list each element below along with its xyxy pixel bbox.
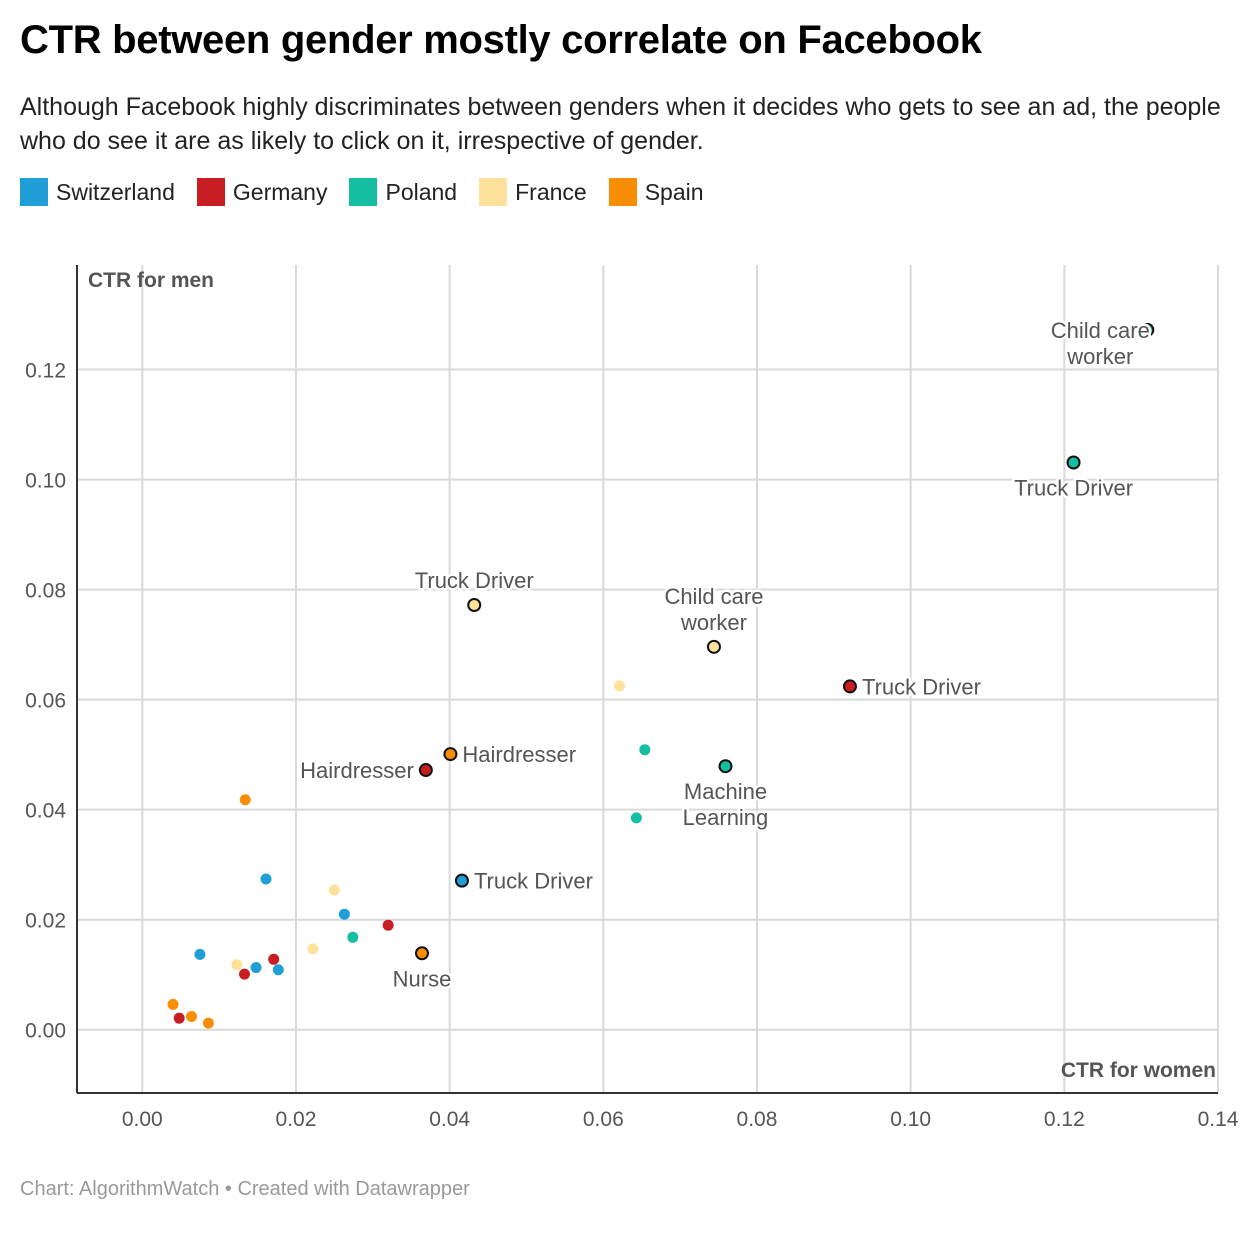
legend: Switzerland Germany Poland France Spain [20,178,726,206]
data-point-spain [202,1017,214,1029]
data-point-spain [414,946,429,961]
data-point-switzerland [454,873,469,888]
data-point-poland [347,931,359,943]
legend-swatch [196,178,225,206]
data-point-switzerland [260,873,272,885]
data-point-switzerland [272,964,284,976]
data-point-spain [443,747,458,762]
point-label-hairdresser: Hairdresser [300,758,414,783]
legend-item-switzerland: Switzerland [20,178,175,206]
data-point-poland [1140,322,1155,337]
scatter-chart: 0.00 0.02 0.04 0.06 0.08 0.10 0.12 0.14 0.00 0.02… [25,265,1239,1131]
data-point-spain [239,794,251,806]
x-tick-label: 0.14 [1198,1108,1239,1131]
data-point-germany [842,679,857,694]
data-point-germany [173,1012,185,1024]
data-point-germany [382,919,394,931]
data-point-france [613,680,625,692]
data-point-poland [718,759,733,774]
point-label-truck-driver: Truck Driver [862,674,981,699]
data-point-switzerland [338,908,350,920]
legend-swatch [608,178,637,206]
data-point-france [231,959,243,971]
legend-label: France [515,178,587,205]
point-label-hairdresser: Hairdresser [462,742,576,767]
data-point-france [328,884,340,896]
legend-swatch [349,178,378,206]
chart-subtitle: Although Facebook highly discriminates b… [20,93,1221,155]
point-label-truck-driver: Truck Driver [415,568,534,593]
y-tick-label: 0.08 [25,580,66,603]
data-point-france [706,639,721,654]
data-point-switzerland [250,962,262,974]
y-tick-label: 0.10 [25,470,66,493]
x-tick-label: 0.10 [890,1108,931,1131]
point-label-child-care-worker: Child care worker [664,584,763,635]
chart-title: CTR between gender mostly correlate on F… [20,18,982,62]
legend-swatch [479,178,508,206]
y-axis-title: CTR for men [88,269,214,292]
x-tick-label: 0.04 [429,1108,470,1131]
legend-item-germany: Germany [196,178,328,206]
chart-footer: Chart: AlgorithmWatch • Created with Dat… [20,1178,470,1200]
x-tick-label: 0.06 [583,1108,624,1131]
x-tick-label: 0.00 [122,1108,163,1131]
point-label-truck-driver: Truck Driver [1014,476,1133,501]
data-point-germany [268,953,280,965]
x-tick-label: 0.12 [1044,1108,1085,1131]
data-point-germany [239,968,251,980]
data-point-switzerland [194,948,206,960]
point-label-child-care-worker: Child care worker [1051,318,1150,369]
data-point-france [307,943,319,955]
y-tick-label: 0.06 [25,690,66,713]
legend-item-poland: Poland [349,178,457,206]
y-tick-label: 0.00 [25,1020,66,1043]
y-tick-label: 0.12 [25,360,66,383]
data-point-poland [1066,455,1081,470]
data-point-poland [630,812,642,824]
data-point-spain [167,998,179,1010]
legend-label: Germany [232,178,328,205]
legend-label: Poland [385,178,458,205]
data-point-germany [418,763,433,778]
point-label-nurse: Nurse [393,966,452,991]
legend-swatch [20,178,48,206]
legend-item-france: France [479,178,587,206]
x-axis-title: CTR for women [1061,1059,1216,1082]
legend-label: Switzerland [56,178,175,205]
x-tick-label: 0.08 [737,1108,778,1131]
x-tick-label: 0.02 [276,1108,317,1131]
point-label-truck-driver: Truck Driver [474,869,593,894]
y-tick-label: 0.04 [25,800,66,823]
data-point-spain [185,1011,197,1023]
data-point-france [467,598,482,613]
legend-label: Spain [644,178,704,205]
data-point-poland [639,744,651,756]
y-tick-label: 0.02 [25,910,66,933]
legend-item-spain: Spain [608,178,704,206]
point-label-machine-learning: Machine Learning [683,779,769,830]
